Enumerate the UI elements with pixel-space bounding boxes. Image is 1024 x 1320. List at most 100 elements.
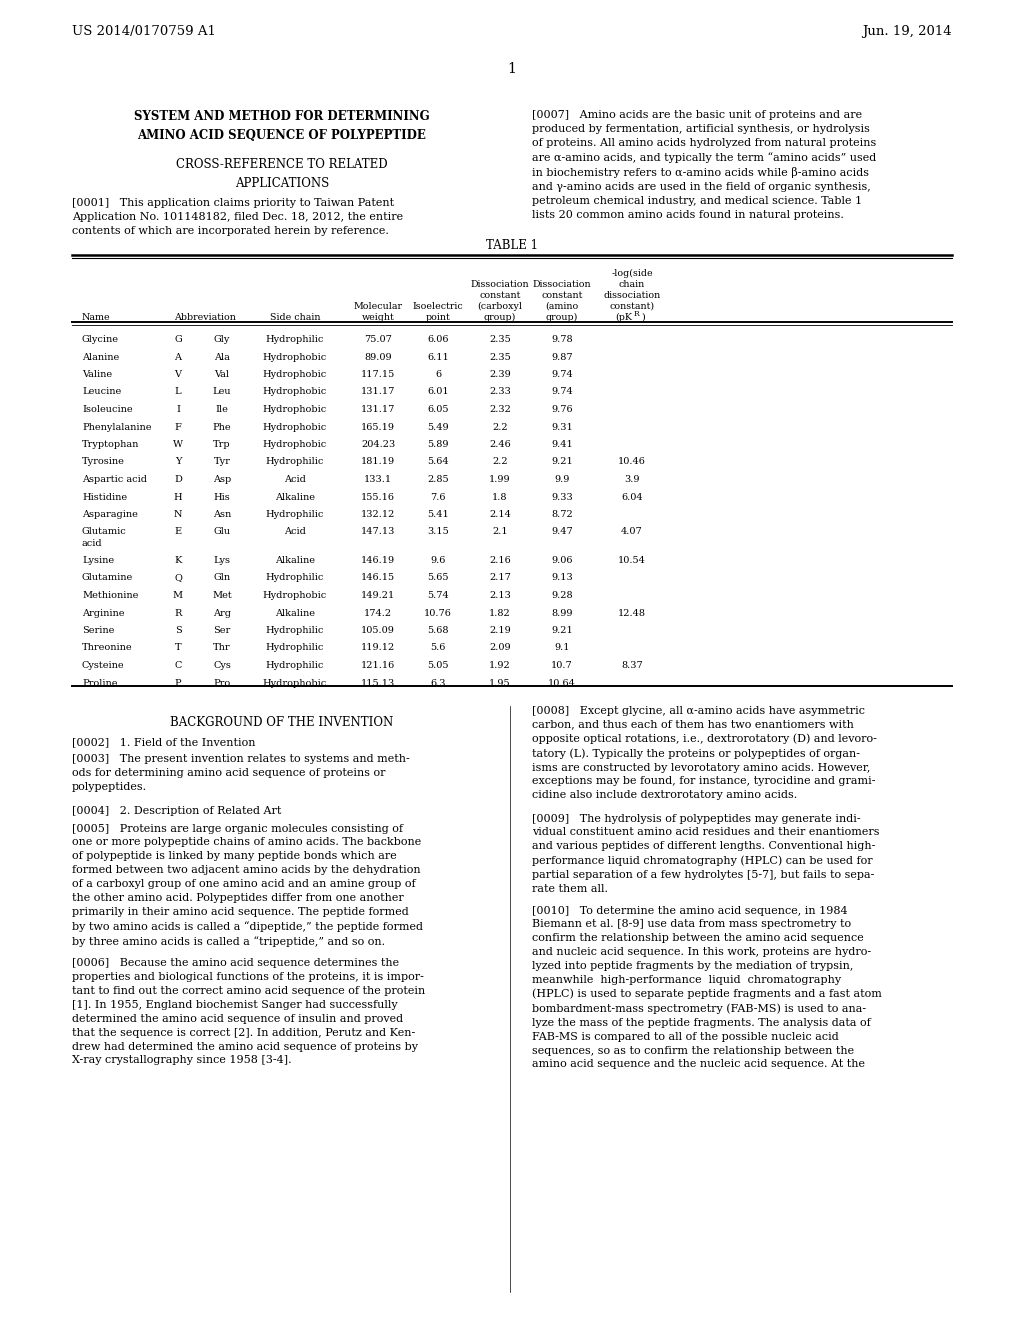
Text: 5.89: 5.89	[427, 440, 449, 449]
Text: 1.8: 1.8	[493, 492, 508, 502]
Text: Lys: Lys	[213, 556, 230, 565]
Text: 6.01: 6.01	[427, 388, 449, 396]
Text: 9.31: 9.31	[551, 422, 572, 432]
Text: 2.09: 2.09	[489, 644, 511, 652]
Text: 9.06: 9.06	[551, 556, 572, 565]
Text: 9.6: 9.6	[430, 556, 445, 565]
Text: CROSS-REFERENCE TO RELATED
APPLICATIONS: CROSS-REFERENCE TO RELATED APPLICATIONS	[176, 158, 388, 190]
Text: 9.74: 9.74	[551, 388, 572, 396]
Text: Dissociation: Dissociation	[532, 280, 591, 289]
Text: 132.12: 132.12	[360, 510, 395, 519]
Text: 117.15: 117.15	[360, 370, 395, 379]
Text: 2.14: 2.14	[489, 510, 511, 519]
Text: T: T	[175, 644, 181, 652]
Text: Arginine: Arginine	[82, 609, 125, 618]
Text: 10.46: 10.46	[618, 458, 646, 466]
Text: 121.16: 121.16	[360, 661, 395, 671]
Text: 133.1: 133.1	[364, 475, 392, 484]
Text: 2.13: 2.13	[489, 591, 511, 601]
Text: Asn: Asn	[213, 510, 231, 519]
Text: Hydrophobic: Hydrophobic	[263, 422, 327, 432]
Text: 9.21: 9.21	[551, 458, 572, 466]
Text: Hydrophilic: Hydrophilic	[266, 510, 325, 519]
Text: Asp: Asp	[213, 475, 231, 484]
Text: 2.17: 2.17	[489, 573, 511, 582]
Text: [0002]   1. Field of the Invention: [0002] 1. Field of the Invention	[72, 738, 256, 747]
Text: 5.41: 5.41	[427, 510, 449, 519]
Text: 9.9: 9.9	[554, 475, 569, 484]
Text: Histidine: Histidine	[82, 492, 127, 502]
Text: 6.06: 6.06	[427, 335, 449, 345]
Text: 115.13: 115.13	[360, 678, 395, 688]
Text: Tyrosine: Tyrosine	[82, 458, 125, 466]
Text: 2.2: 2.2	[493, 422, 508, 432]
Text: 9.33: 9.33	[551, 492, 572, 502]
Text: Pro: Pro	[213, 678, 230, 688]
Text: Hydrophobic: Hydrophobic	[263, 352, 327, 362]
Text: 6: 6	[435, 370, 441, 379]
Text: 149.21: 149.21	[360, 591, 395, 601]
Text: Isoelectric: Isoelectric	[413, 302, 464, 312]
Text: 5.49: 5.49	[427, 422, 449, 432]
Text: [0004]   2. Description of Related Art: [0004] 2. Description of Related Art	[72, 807, 282, 817]
Text: Cys: Cys	[213, 661, 231, 671]
Text: Name: Name	[82, 313, 111, 322]
Text: 9.13: 9.13	[551, 573, 572, 582]
Text: 3.9: 3.9	[625, 475, 640, 484]
Text: ): )	[641, 313, 645, 322]
Text: Acid: Acid	[284, 475, 306, 484]
Text: [0005]   Proteins are large organic molecules consisting of
one or more polypept: [0005] Proteins are large organic molecu…	[72, 824, 423, 946]
Text: 4.07: 4.07	[622, 528, 643, 536]
Text: Hydrophilic: Hydrophilic	[266, 661, 325, 671]
Text: Q: Q	[174, 573, 182, 582]
Text: H: H	[174, 492, 182, 502]
Text: M: M	[173, 591, 183, 601]
Text: 174.2: 174.2	[364, 609, 392, 618]
Text: Molecular: Molecular	[353, 302, 402, 312]
Text: -log(side: -log(side	[611, 269, 653, 279]
Text: 9.78: 9.78	[551, 335, 572, 345]
Text: 181.19: 181.19	[360, 458, 395, 466]
Text: 10.76: 10.76	[424, 609, 452, 618]
Text: 131.17: 131.17	[360, 388, 395, 396]
Text: 119.12: 119.12	[360, 644, 395, 652]
Text: 2.2: 2.2	[493, 458, 508, 466]
Text: BACKGROUND OF THE INVENTION: BACKGROUND OF THE INVENTION	[170, 715, 393, 729]
Text: [0006]   Because the amino acid sequence determines the
properties and biologica: [0006] Because the amino acid sequence d…	[72, 958, 425, 1065]
Text: Methionine: Methionine	[82, 591, 138, 601]
Text: 204.23: 204.23	[360, 440, 395, 449]
Text: 5.74: 5.74	[427, 591, 449, 601]
Text: Threonine: Threonine	[82, 644, 133, 652]
Text: Alanine: Alanine	[82, 352, 119, 362]
Text: Dissociation: Dissociation	[471, 280, 529, 289]
Text: group): group)	[546, 313, 579, 322]
Text: [0007]   Amino acids are the basic unit of proteins and are
produced by fermenta: [0007] Amino acids are the basic unit of…	[532, 110, 877, 219]
Text: constant: constant	[479, 290, 520, 300]
Text: Met: Met	[212, 591, 231, 601]
Text: 5.64: 5.64	[427, 458, 449, 466]
Text: 9.87: 9.87	[551, 352, 572, 362]
Text: Alkaline: Alkaline	[275, 492, 315, 502]
Text: Hydrophobic: Hydrophobic	[263, 405, 327, 414]
Text: Valine: Valine	[82, 370, 112, 379]
Text: 10.64: 10.64	[548, 678, 575, 688]
Text: D: D	[174, 475, 182, 484]
Text: Phe: Phe	[213, 422, 231, 432]
Text: 147.13: 147.13	[360, 528, 395, 536]
Text: [0008]   Except glycine, all α-amino acids have asymmetric
carbon, and thus each: [0008] Except glycine, all α-amino acids…	[532, 705, 877, 800]
Text: 2.46: 2.46	[489, 440, 511, 449]
Text: L: L	[175, 388, 181, 396]
Text: His: His	[214, 492, 230, 502]
Text: weight: weight	[361, 313, 394, 322]
Text: Glutamine: Glutamine	[82, 573, 133, 582]
Text: US 2014/0170759 A1: US 2014/0170759 A1	[72, 25, 216, 38]
Text: N: N	[174, 510, 182, 519]
Text: 146.19: 146.19	[360, 556, 395, 565]
Text: 8.99: 8.99	[551, 609, 572, 618]
Text: Tryptophan: Tryptophan	[82, 440, 139, 449]
Text: 9.41: 9.41	[551, 440, 572, 449]
Text: 9.47: 9.47	[551, 528, 572, 536]
Text: 165.19: 165.19	[361, 422, 395, 432]
Text: Phenylalanine: Phenylalanine	[82, 422, 152, 432]
Text: Aspartic acid: Aspartic acid	[82, 475, 147, 484]
